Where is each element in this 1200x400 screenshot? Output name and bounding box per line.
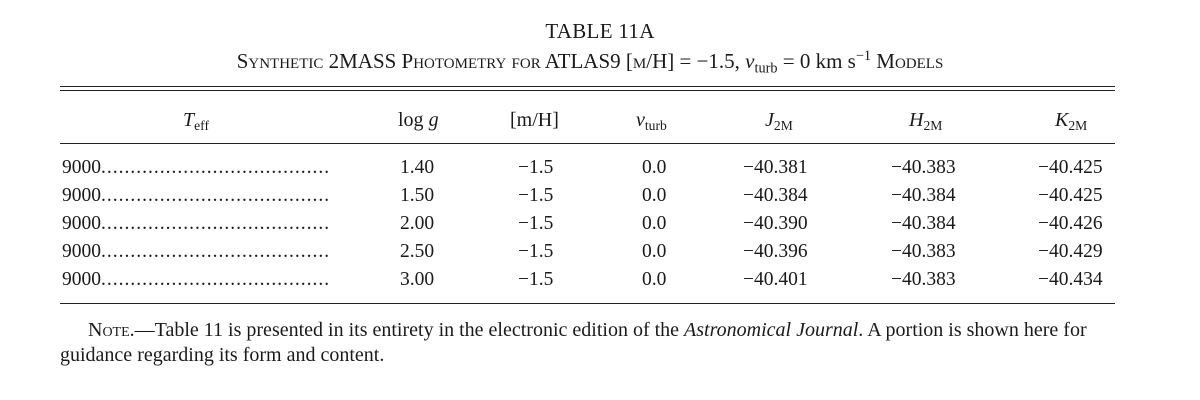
table-row-4-k: −40.434 (1038, 269, 1103, 290)
table-number: TABLE 11A (545, 19, 655, 43)
table-row-1-teff: 9000....................................… (62, 185, 331, 206)
caption-part2: = 0 km s (777, 49, 856, 73)
note-label: Note. (88, 319, 135, 341)
table-row-1-mh: −1.5 (518, 185, 554, 206)
table-row-2-vturb: 0.0 (642, 213, 667, 234)
table-row-4-h: −40.383 (891, 269, 956, 290)
table-row-2-j: −40.390 (743, 213, 808, 234)
table-row-0-logg: 1.40 (400, 157, 435, 178)
table-row-3-teff: 9000....................................… (62, 241, 331, 262)
table-row-4-j: −40.401 (743, 269, 808, 290)
table-row-4-teff: 9000....................................… (62, 269, 331, 290)
header-logg: log g (398, 109, 439, 131)
table-row-2-h: −40.384 (891, 213, 956, 234)
table-row-3-k: −40.429 (1038, 241, 1103, 262)
table-row-1-vturb: 0.0 (642, 185, 667, 206)
table-row-2-teff: 9000....................................… (62, 213, 331, 234)
header-k2m: K2M (1055, 109, 1088, 134)
table-row-3-vturb: 0.0 (642, 241, 667, 262)
table-row-1-h: −40.384 (891, 185, 956, 206)
table-row-4-vturb: 0.0 (642, 269, 667, 290)
table-row-0-j: −40.381 (743, 157, 808, 178)
table-row-4-mh: −1.5 (518, 269, 554, 290)
table-row-3-h: −40.383 (891, 241, 956, 262)
table-row-4-logg: 3.00 (400, 269, 435, 290)
table-row-2-k: −40.426 (1038, 213, 1103, 234)
table-row-0-teff: 9000....................................… (62, 157, 331, 178)
table-row-3-mh: −1.5 (518, 241, 554, 262)
table-row-0-mh: −1.5 (518, 157, 554, 178)
top-rule-1 (60, 86, 1115, 87)
note-text1: Table 11 is presented in its entirety in… (154, 319, 685, 341)
note-dash: — (134, 319, 155, 341)
caption-v-sub: turb (754, 60, 778, 77)
table-row-3-logg: 2.50 (400, 241, 435, 262)
table-row-1-logg: 1.50 (400, 185, 435, 206)
table-row-0-vturb: 0.0 (642, 157, 667, 178)
header-vturb: vturb (636, 109, 667, 134)
note-text2: . A portion is shown here for guidance r… (60, 319, 1087, 366)
caption-sup: −1 (855, 48, 872, 65)
table-caption: Synthetic 2MASS Photometry for ATLAS9 [m… (0, 48, 1180, 77)
table-row-0-h: −40.383 (891, 157, 956, 178)
bottom-rule (60, 303, 1115, 304)
header-j2m: J2M (765, 109, 793, 134)
table-row-3-j: −40.396 (743, 241, 808, 262)
caption-part1: Synthetic 2MASS Photometry for ATLAS9 [m… (236, 49, 746, 73)
table-row-0-k: −40.425 (1038, 157, 1103, 178)
header-teff: Teff (183, 109, 209, 134)
header-h2m: H2M (909, 109, 943, 134)
table-row-2-logg: 2.00 (400, 213, 435, 234)
table-note: Note.—Table 11 is presented in its entir… (60, 318, 1120, 368)
caption-part3: Models (871, 49, 944, 73)
caption-v: v (745, 49, 755, 73)
top-rule-2 (60, 90, 1115, 91)
table-row-1-j: −40.384 (743, 185, 808, 206)
note-journal: Astronomical Journal (684, 319, 859, 341)
table-row-1-k: −40.425 (1038, 185, 1103, 206)
header-rule (60, 143, 1115, 144)
header-mh: [m/H] (510, 109, 559, 131)
table-row-2-mh: −1.5 (518, 213, 554, 234)
